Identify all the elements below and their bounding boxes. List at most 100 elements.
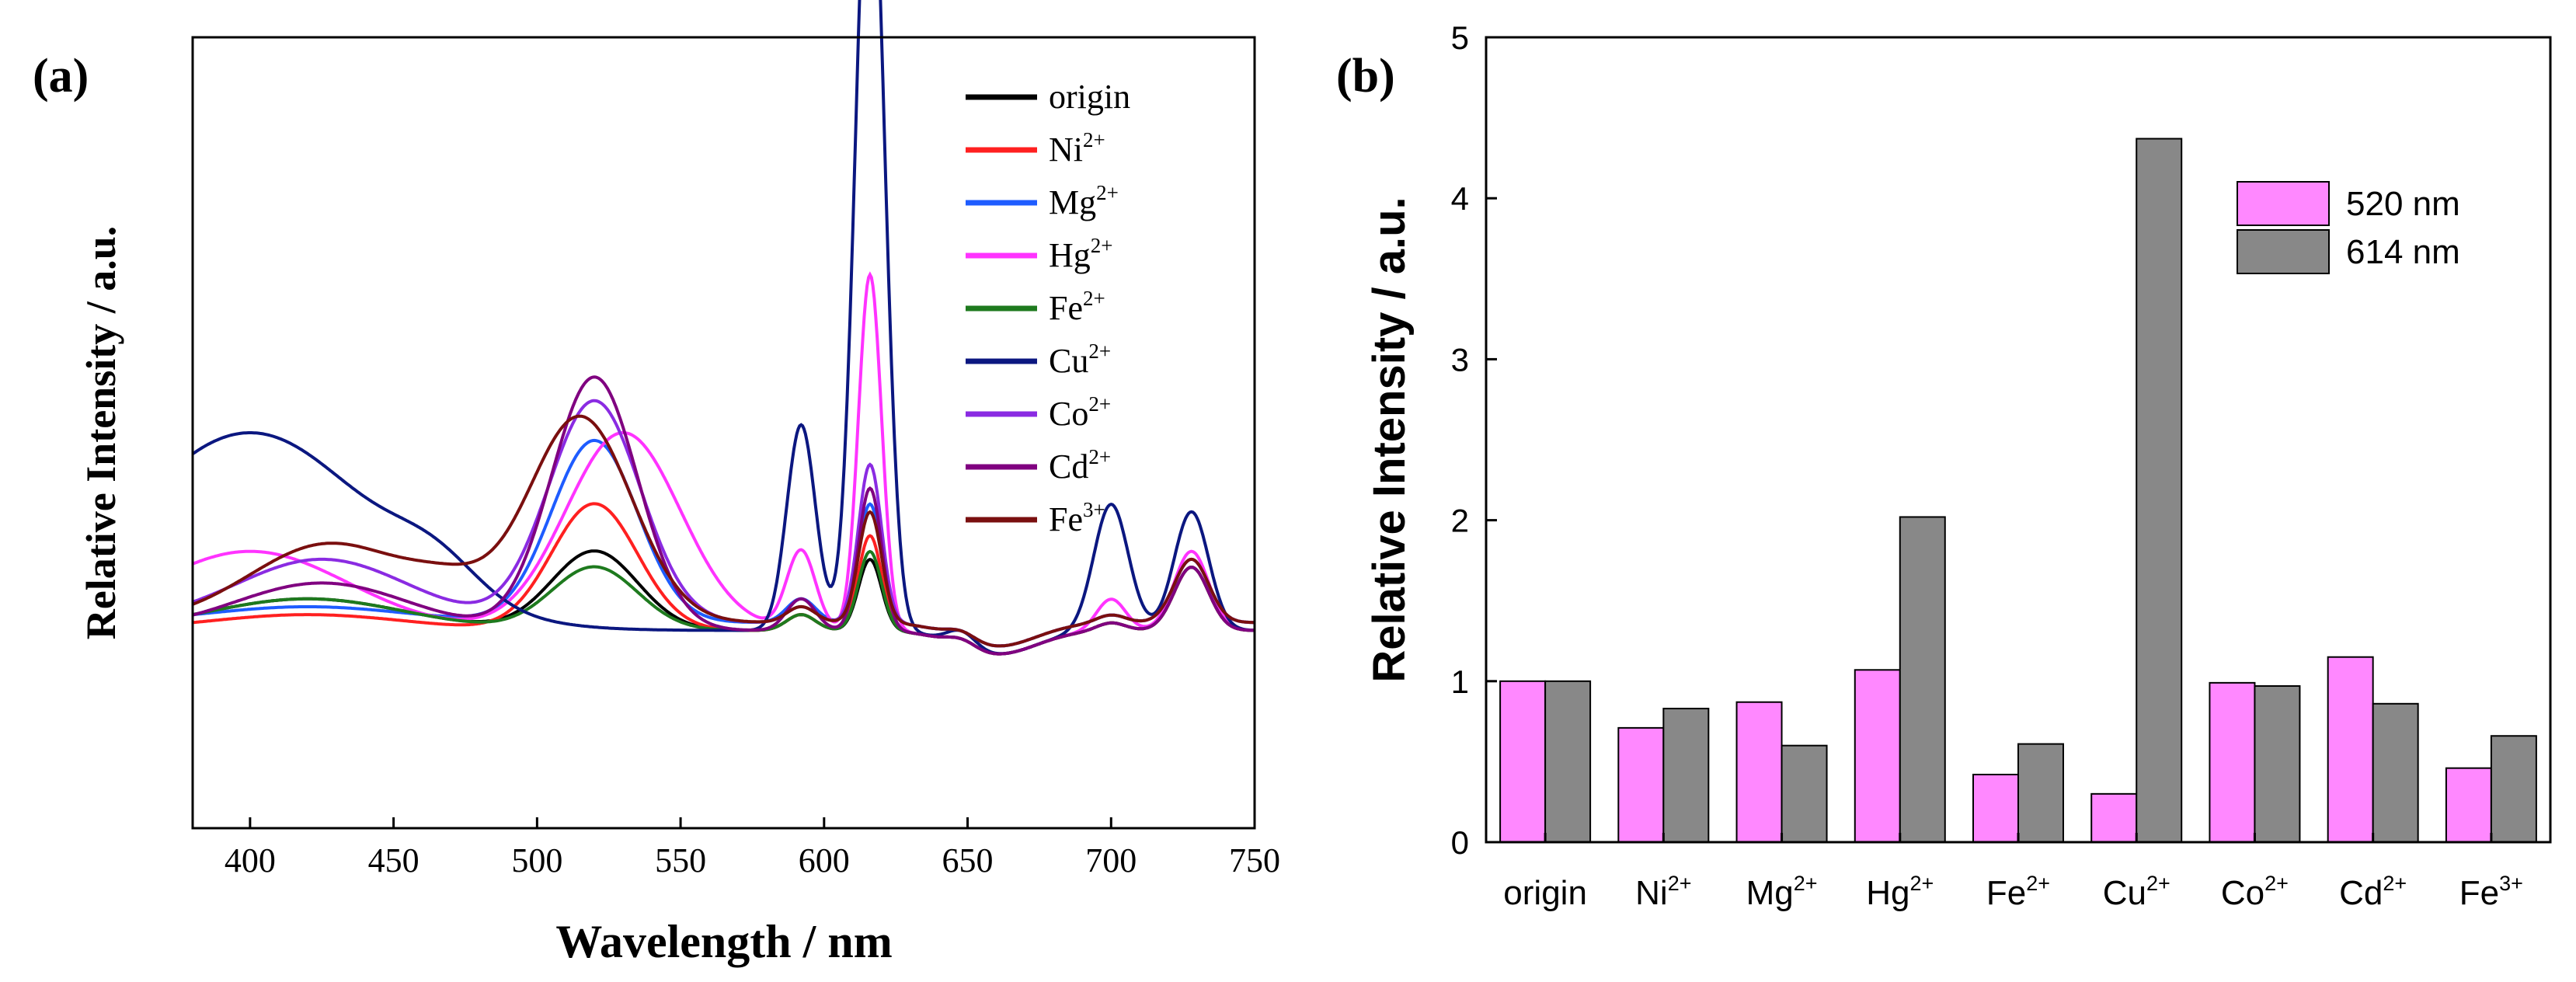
legend-b-label: 520 nm	[2346, 185, 2460, 223]
legend-a-entry-superscript: 2+	[1088, 392, 1111, 416]
panel-b-x-tick-label-superscript: 3+	[2499, 872, 2523, 895]
spectrum-line-fe2	[192, 549, 1255, 656]
bar-614nm-cu2	[2136, 138, 2183, 843]
panel-b-x-tick-label-superscript: 2+	[2264, 872, 2289, 895]
panel-b-legend: 520 nm 614 nm	[2237, 181, 2460, 274]
panel-a-x-tick-label: 450	[368, 841, 419, 879]
panel-b-y-axis-label: Relative Intensity / a.u.	[1364, 197, 1415, 682]
panel-b-x-tick-label-text: Ni	[1635, 874, 1668, 912]
legend-a-entry: Cd2+	[1049, 445, 1111, 486]
bar-520nm-ni2	[1617, 726, 1665, 843]
legend-a-entry-superscript: 3+	[1083, 498, 1105, 521]
panel-b-y-tick-label: 1	[1451, 663, 1469, 700]
panel-a-x-tick-label: 750	[1229, 841, 1280, 879]
panel-a-x-tick-label: 700	[1085, 841, 1137, 879]
legend-a-entry-superscript: 2+	[1083, 128, 1105, 151]
panel-a-x-ticks: 400 450 500 550 600 650 700 750	[225, 817, 1280, 879]
legend-a-entry-superscript: 2+	[1096, 181, 1119, 204]
legend-a-entry-text: Hg	[1049, 236, 1091, 274]
legend-a-entry-superscript: 2+	[1088, 340, 1111, 363]
legend-a-entry-text: Cu	[1049, 342, 1088, 380]
panel-b-x-tick-label-text: Cu	[2103, 874, 2146, 912]
panel-b-y-tick-label: 5	[1451, 19, 1469, 56]
panel-a: (a) 400 450 500 550 600 650 700 750 Wavelength …	[33, 0, 1280, 967]
bar-614nm-mg2	[1781, 744, 1828, 843]
bar-520nm-mg2	[1735, 701, 1783, 844]
panel-b-x-tick-label: Ni2+	[1635, 872, 1691, 912]
panel-b-x-tick-label: origin	[1503, 874, 1587, 912]
bar-520nm-cu2	[2090, 792, 2138, 844]
bar-520nm-cd2	[2327, 656, 2374, 843]
panel-a-x-tick-label: 400	[225, 841, 276, 879]
panel-b-x-tick-label-superscript: 2+	[2026, 872, 2050, 895]
bar-614nm-co2	[2254, 685, 2301, 843]
panel-b-x-tick-label-superscript: 2+	[1668, 872, 1692, 895]
legend-a-entry: Cu2+	[1049, 340, 1111, 380]
panel-b-bars	[1499, 138, 2537, 844]
panel-b-x-tick-label-text: Hg	[1866, 874, 1909, 912]
panel-a-x-tick-label: 550	[655, 841, 706, 879]
panel-b-x-tick-label-text: Mg	[1746, 874, 1794, 912]
panel-b-x-tick-label-superscript: 2+	[1910, 872, 1934, 895]
bar-614nm-ni2	[1662, 708, 1710, 843]
panel-a-plot-area	[191, 0, 1255, 656]
panel-b-x-tick-label: Co2+	[2221, 872, 2289, 912]
legend-a-entry-text: Mg	[1049, 183, 1096, 221]
panel-b-x-tick-label: Fe3+	[2459, 872, 2523, 912]
legend-a-entry: Hg2+	[1049, 234, 1113, 274]
legend-a-entry-text: Cd	[1049, 447, 1088, 486]
panel-b-y-tick-label: 3	[1451, 341, 1469, 378]
panel-a-x-tick-label: 500	[511, 841, 562, 879]
bar-614nm-hg2	[1899, 516, 1946, 843]
legend-b-label: 614 nm	[2346, 233, 2460, 271]
legend-a-entry-text: Ni	[1049, 131, 1083, 169]
panel-b-x-tick-label-text: Fe	[1986, 874, 2026, 912]
panel-b-x-tick-label: Hg2+	[1866, 872, 1934, 912]
panel-b-x-tick-label-superscript: 2+	[2146, 872, 2170, 895]
legend-a-entry: Fe2+	[1049, 287, 1105, 327]
legend-a-entry: origin	[1049, 78, 1130, 116]
panel-a-x-tick-label: 650	[942, 841, 994, 879]
spectrum-line-fe3	[192, 414, 1255, 648]
legend-a-entry-text: Fe	[1049, 289, 1083, 327]
panel-b-x-tick-label-text: Cd	[2339, 874, 2383, 912]
legend-b-swatch	[2237, 229, 2330, 274]
panel-b-label: (b)	[1336, 50, 1395, 103]
panel-b-x-tick-label: Mg2+	[1746, 872, 1818, 912]
bar-614nm-fe2	[2017, 743, 2064, 843]
panel-b-y-tick-label: 2	[1451, 503, 1469, 539]
panel-a-x-axis-label: Wavelength / nm	[555, 916, 892, 967]
panel-a-label: (a)	[33, 50, 89, 103]
legend-a-entry-superscript: 2+	[1091, 234, 1113, 257]
panel-a-x-tick-label: 600	[799, 841, 850, 879]
panel-b-y-tick-label: 0	[1451, 824, 1469, 861]
bar-520nm-fe2	[1972, 773, 2019, 844]
legend-a-entry-superscript: 2+	[1083, 287, 1105, 310]
panel-a-frame	[191, 36, 1256, 830]
panel-b-x-tick-label: Cd2+	[2339, 872, 2407, 912]
panel-b-y-tick-label: 4	[1451, 180, 1469, 217]
panel-a-y-axis-label: Relative Intensity / a.u.	[78, 226, 124, 640]
legend-a-entry-text: Fe	[1049, 500, 1083, 538]
legend-a-entry-text: origin	[1049, 78, 1130, 116]
legend-a-entry-text: Co	[1049, 395, 1088, 433]
panel-b-y-ticks: 0 1 2 3 4 5	[1451, 19, 1497, 861]
panel-b-x-tick-label-text: Fe	[2459, 874, 2499, 912]
bar-614nm-origin	[1544, 680, 1592, 843]
panel-b-x-tick-label-text: origin	[1503, 874, 1587, 912]
bar-614nm-fe3	[2490, 735, 2537, 843]
legend-a-entry: Ni2+	[1049, 128, 1105, 169]
bar-520nm-hg2	[1854, 669, 1901, 844]
panel-b-x-tick-label: Cu2+	[2103, 872, 2170, 912]
bar-520nm-fe3	[2445, 767, 2492, 843]
panel-b-x-tick-label-text: Co	[2221, 874, 2264, 912]
panel-b-x-tick-label-superscript: 2+	[1794, 872, 1818, 895]
legend-a-entry: Co2+	[1049, 392, 1111, 433]
spectrum-line-cd2	[192, 375, 1255, 656]
panel-b-x-ticks: origin Ni2+ Mg2+ Hg2+ Fe2+ Cu2+ Co2+ Cd2+ Fe3+	[1503, 833, 2523, 912]
spectrum-line-cu2	[191, 0, 1255, 656]
legend-a-entry: Fe3+	[1049, 498, 1105, 538]
